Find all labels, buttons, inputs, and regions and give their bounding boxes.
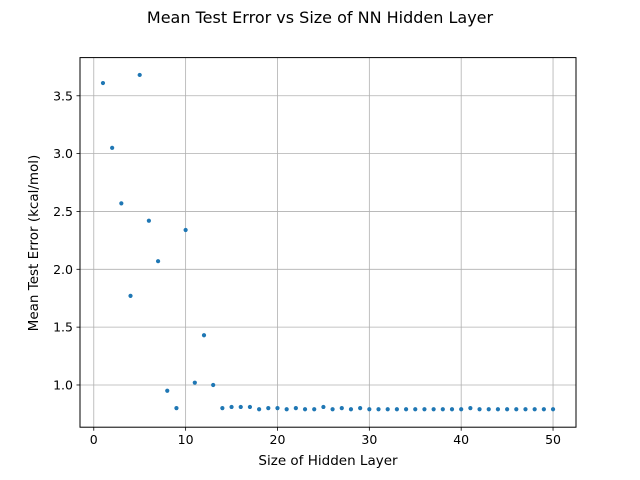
data-point xyxy=(459,407,464,412)
data-point xyxy=(486,407,491,412)
data-point xyxy=(495,407,501,412)
data-point xyxy=(523,407,528,412)
data-point xyxy=(431,407,436,412)
data-point xyxy=(293,406,298,411)
data-point xyxy=(312,407,317,412)
data-point xyxy=(449,407,455,412)
y-tick-label: 2.0 xyxy=(53,262,73,277)
data-point xyxy=(403,407,409,412)
data-point xyxy=(128,293,133,299)
data-point xyxy=(229,404,234,410)
data-point xyxy=(339,406,344,411)
x-tick-label: 0 xyxy=(90,432,98,447)
data-point xyxy=(266,406,271,411)
plot-area-frame xyxy=(79,57,577,428)
data-point xyxy=(413,407,418,412)
data-point xyxy=(110,145,115,150)
data-point xyxy=(468,406,473,411)
data-point xyxy=(348,407,354,412)
data-point xyxy=(422,407,427,412)
data-point xyxy=(505,407,510,412)
data-point xyxy=(220,406,225,411)
y-tick-label: 3.0 xyxy=(53,146,73,161)
data-point xyxy=(211,382,216,388)
data-point xyxy=(394,407,399,412)
data-point xyxy=(183,227,188,233)
data-point xyxy=(440,407,445,412)
data-point xyxy=(376,407,381,412)
y-tick-label: 1.5 xyxy=(53,320,73,335)
axis-ticks: 0 10 20 30 40 50 1.0 1.5 2.0 2.5 3.0 3.5 xyxy=(53,88,561,447)
data-point xyxy=(100,80,106,86)
x-tick-label: 10 xyxy=(178,432,194,447)
data-point xyxy=(247,404,253,410)
data-point xyxy=(192,380,197,385)
x-axis-label: Size of Hidden Layer xyxy=(258,453,398,469)
data-point xyxy=(302,407,308,412)
x-tick-label: 20 xyxy=(270,432,286,447)
chart-title: Mean Test Error vs Size of NN Hidden Lay… xyxy=(146,8,494,27)
y-tick-label: 2.5 xyxy=(53,204,73,219)
data-point xyxy=(201,333,207,338)
data-point xyxy=(284,407,289,412)
data-point xyxy=(146,218,151,223)
data-point xyxy=(238,404,243,410)
data-point xyxy=(165,388,170,393)
data-point xyxy=(541,407,546,412)
data-point xyxy=(137,72,142,78)
data-point xyxy=(477,407,482,412)
x-tick-label: 40 xyxy=(453,432,469,447)
data-point xyxy=(532,407,537,412)
y-axis-label: Mean Test Error (kcal/mol) xyxy=(26,154,42,332)
data-point xyxy=(321,404,326,410)
data-point xyxy=(155,259,161,264)
data-point xyxy=(174,406,179,411)
data-point xyxy=(550,407,556,412)
data-point xyxy=(275,406,280,411)
x-tick-label: 50 xyxy=(545,432,561,447)
x-tick-label: 30 xyxy=(361,432,377,447)
data-point xyxy=(358,406,363,411)
data-point xyxy=(119,201,124,206)
data-point xyxy=(367,407,372,412)
y-tick-label: 3.5 xyxy=(53,88,73,103)
grid-lines xyxy=(80,57,576,428)
data-points xyxy=(100,72,556,412)
data-point xyxy=(514,407,519,412)
data-point xyxy=(257,407,262,412)
data-point xyxy=(330,407,335,412)
data-point xyxy=(385,407,390,412)
y-tick-label: 1.0 xyxy=(53,377,73,392)
